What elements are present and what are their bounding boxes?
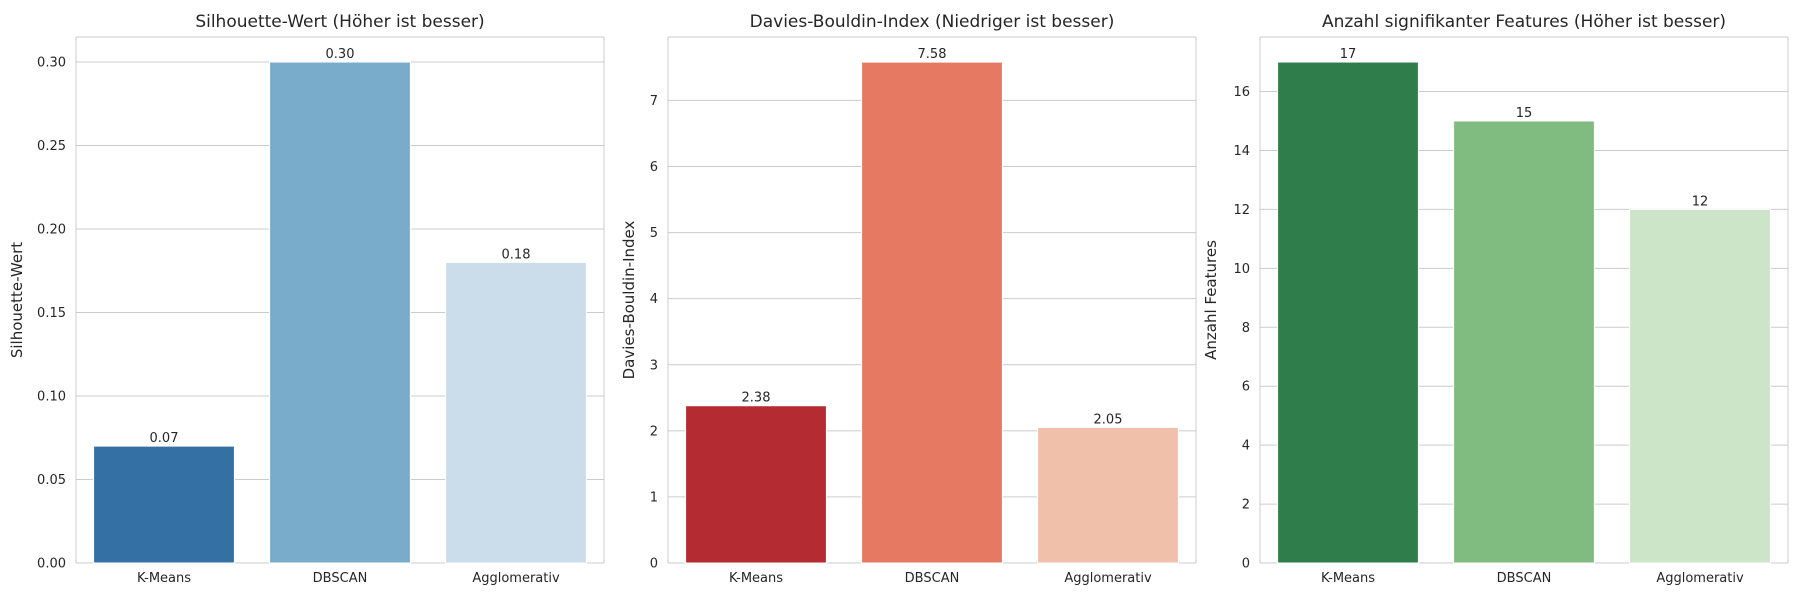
x-tick-label: DBSCAN — [905, 571, 960, 586]
y-tick-label: 8 — [1242, 321, 1250, 336]
y-tick-label: 0 — [650, 557, 658, 572]
y-axis-label: Anzahl Features — [1202, 240, 1220, 360]
chart-title: Silhouette-Wert (Höher ist besser) — [195, 12, 484, 32]
bar-dbscan — [1453, 120, 1595, 564]
x-tick-label: Agglomerativ — [1064, 571, 1152, 586]
y-tick-label: 10 — [1233, 262, 1250, 277]
y-tick-label: 0 — [1242, 557, 1250, 572]
x-tick-label: K-Means — [1321, 571, 1375, 586]
y-tick-label: 0.10 — [37, 390, 66, 405]
y-axis-label: Silhouette-Wert — [8, 242, 26, 358]
x-tick-label: Agglomerativ — [1656, 571, 1744, 586]
chart-title: Anzahl signifikanter Features (Höher ist… — [1322, 12, 1726, 32]
bar-value-label: 0.30 — [326, 47, 355, 62]
bar-value-label: 12 — [1692, 194, 1709, 209]
chart-panel-2: 0 1 2 3 4 5 6 7 2.38 K-Means 7.58 DBSCAN 2.05 Agglome… — [620, 12, 1197, 586]
y-tick-label: 0.20 — [37, 223, 66, 238]
bar-value-label: 7.58 — [918, 47, 947, 62]
x-tick-label: DBSCAN — [1497, 571, 1552, 586]
y-tick-label: 14 — [1233, 144, 1250, 159]
y-tick-label: 6 — [650, 160, 658, 175]
x-tick-label: DBSCAN — [313, 571, 368, 586]
y-tick-label: 1 — [650, 490, 658, 505]
bar-value-label: 2.38 — [742, 391, 771, 406]
y-tick-label: 3 — [650, 358, 658, 373]
y-tick-label: 6 — [1242, 380, 1250, 395]
chart-title: Davies-Bouldin-Index (Niedriger ist bess… — [750, 12, 1115, 32]
bar-value-label: 0.07 — [150, 431, 179, 446]
bar-agglomerativ — [445, 261, 587, 564]
bar-value-label: 15 — [1516, 106, 1533, 121]
bar-agglomerativ — [1037, 427, 1179, 564]
bar-dbscan — [269, 61, 411, 564]
y-tick-label: 2 — [650, 424, 658, 439]
x-tick-label: Agglomerativ — [472, 571, 560, 586]
y-tick-label: 16 — [1233, 85, 1250, 100]
y-tick-label: 4 — [650, 292, 658, 307]
bar-value-label: 2.05 — [1094, 413, 1123, 428]
y-tick-label: 4 — [1242, 439, 1250, 454]
y-tick-label: 2 — [1242, 498, 1250, 513]
y-tick-label: 7 — [650, 94, 658, 109]
y-axis-label: Davies-Bouldin-Index — [620, 221, 638, 380]
y-tick-label: 0.25 — [37, 139, 66, 154]
y-tick-label: 0.30 — [37, 56, 66, 71]
y-tick-label: 5 — [650, 226, 658, 241]
y-tick-label: 0.15 — [37, 306, 66, 321]
chart-panel-1: 0.00 0.05 0.10 0.15 0.20 0.25 0.30 0.07 K-Means 0… — [8, 12, 605, 586]
bar-agglomerativ — [1629, 208, 1771, 564]
y-tick-label: 0.00 — [37, 557, 66, 572]
bar-dbscan — [861, 61, 1003, 564]
bar-k-means — [1277, 61, 1419, 564]
bar-k-means — [93, 445, 235, 564]
chart-panel-3: 0 2 4 6 8 10 12 14 16 17 K-Means 15 DBSCAN 12 Agglomer… — [1202, 12, 1789, 586]
y-tick-label: 12 — [1233, 203, 1250, 218]
x-tick-label: K-Means — [729, 571, 783, 586]
bar-value-label: 17 — [1340, 47, 1357, 62]
y-tick-label: 0.05 — [37, 473, 66, 488]
bar-k-means — [685, 405, 827, 564]
bar-value-label: 0.18 — [502, 247, 531, 262]
x-tick-label: K-Means — [137, 571, 191, 586]
